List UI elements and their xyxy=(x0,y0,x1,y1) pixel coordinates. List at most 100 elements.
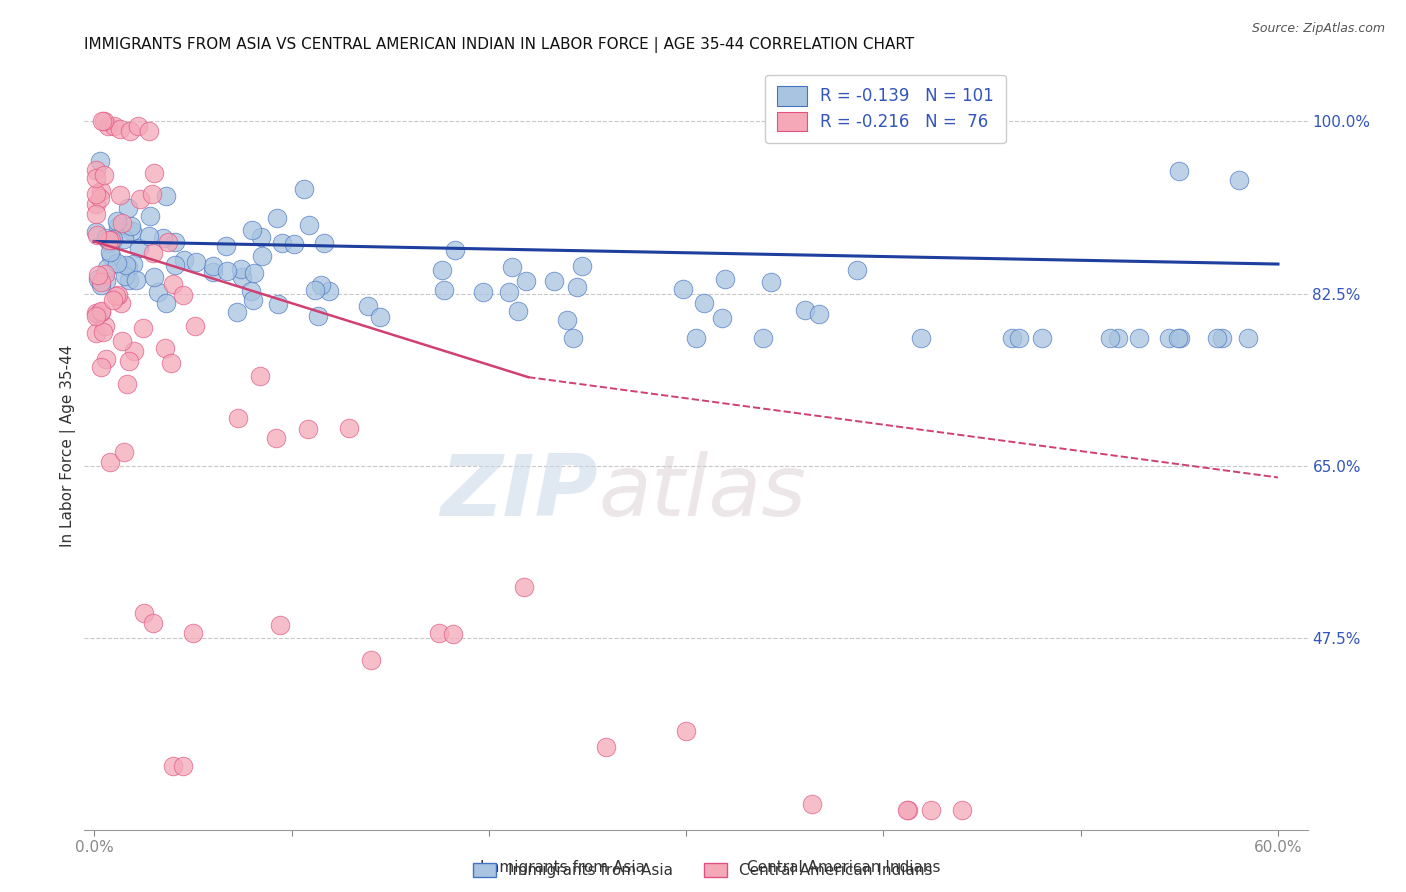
Point xyxy=(84,306,107,320)
Point xyxy=(250,248,273,262)
Point xyxy=(498,285,520,299)
Point xyxy=(94,231,117,245)
Text: ZIP: ZIP xyxy=(440,450,598,533)
Point xyxy=(153,341,176,355)
Point xyxy=(94,274,117,288)
Point xyxy=(84,171,107,186)
Point xyxy=(1205,331,1227,345)
Point xyxy=(94,267,117,281)
Point xyxy=(128,241,150,255)
Point xyxy=(508,303,530,318)
Point xyxy=(173,252,195,267)
Point xyxy=(155,296,177,310)
Point xyxy=(165,258,187,272)
Text: Immigrants from Asia: Immigrants from Asia xyxy=(479,860,645,874)
Point xyxy=(152,231,174,245)
Point xyxy=(950,803,973,817)
Point xyxy=(759,275,782,289)
Point xyxy=(114,269,136,284)
Point xyxy=(84,309,107,323)
Point xyxy=(127,120,149,134)
Point xyxy=(444,244,467,258)
Point xyxy=(240,284,263,298)
Point xyxy=(266,211,288,226)
Point xyxy=(111,334,134,348)
Point xyxy=(101,293,124,307)
Point xyxy=(122,344,145,359)
Point xyxy=(107,219,129,233)
Point xyxy=(283,237,305,252)
Point xyxy=(107,287,129,301)
Point xyxy=(132,606,155,620)
Point xyxy=(84,196,107,211)
Point xyxy=(138,228,160,243)
Legend: R = -0.139   N = 101, R = -0.216   N =  76: R = -0.139 N = 101, R = -0.216 N = 76 xyxy=(765,75,1005,143)
Point xyxy=(571,259,593,273)
Point xyxy=(98,244,121,259)
Text: IMMIGRANTS FROM ASIA VS CENTRAL AMERICAN INDIAN IN LABOR FORCE | AGE 35-44 CORRE: IMMIGRANTS FROM ASIA VS CENTRAL AMERICAN… xyxy=(84,37,915,53)
Point xyxy=(897,803,920,817)
Point xyxy=(675,723,697,738)
Point xyxy=(172,758,194,772)
Point xyxy=(117,260,139,275)
Point xyxy=(318,284,340,298)
Point xyxy=(146,285,169,300)
Point xyxy=(110,296,132,310)
Point xyxy=(441,627,464,641)
Point xyxy=(215,264,238,278)
Point xyxy=(84,226,107,240)
Point xyxy=(433,283,456,297)
Point xyxy=(1098,331,1121,345)
Point xyxy=(1211,331,1233,345)
Point xyxy=(793,302,815,317)
Point xyxy=(201,265,224,279)
Point xyxy=(105,289,128,303)
Point xyxy=(231,270,253,285)
Point xyxy=(271,236,294,251)
Point xyxy=(201,259,224,273)
Point xyxy=(132,321,155,335)
Point xyxy=(100,233,122,247)
Point xyxy=(357,299,380,313)
Point xyxy=(920,803,942,817)
Point xyxy=(90,275,112,289)
Point xyxy=(266,296,288,310)
Point xyxy=(91,325,114,339)
Point xyxy=(94,352,117,367)
Point xyxy=(693,296,716,310)
Point xyxy=(129,192,152,206)
Point xyxy=(112,445,135,459)
Point xyxy=(1128,331,1150,345)
Point xyxy=(714,271,737,285)
Point xyxy=(181,625,204,640)
Point xyxy=(307,309,329,323)
Point xyxy=(90,304,112,318)
Point xyxy=(183,318,205,333)
Point xyxy=(513,580,536,594)
Point xyxy=(97,120,120,134)
Point xyxy=(90,359,112,374)
Point xyxy=(162,277,184,292)
Point xyxy=(101,232,124,246)
Point xyxy=(1001,331,1024,345)
Point xyxy=(266,431,288,445)
Point xyxy=(565,280,588,294)
Point xyxy=(226,410,249,425)
Point xyxy=(86,271,108,285)
Point xyxy=(117,201,139,215)
Point xyxy=(96,260,118,275)
Point xyxy=(672,282,695,296)
Text: atlas: atlas xyxy=(598,450,806,533)
Point xyxy=(240,222,263,236)
Point xyxy=(93,168,115,182)
Point xyxy=(108,188,131,202)
Point xyxy=(89,153,111,168)
Text: Central American Indians: Central American Indians xyxy=(747,860,941,874)
Point xyxy=(1167,331,1189,345)
Point xyxy=(118,353,141,368)
Point xyxy=(89,191,111,205)
Point xyxy=(368,310,391,325)
Y-axis label: In Labor Force | Age 35-44: In Labor Force | Age 35-44 xyxy=(60,345,76,547)
Point xyxy=(84,186,107,201)
Point xyxy=(115,376,138,391)
